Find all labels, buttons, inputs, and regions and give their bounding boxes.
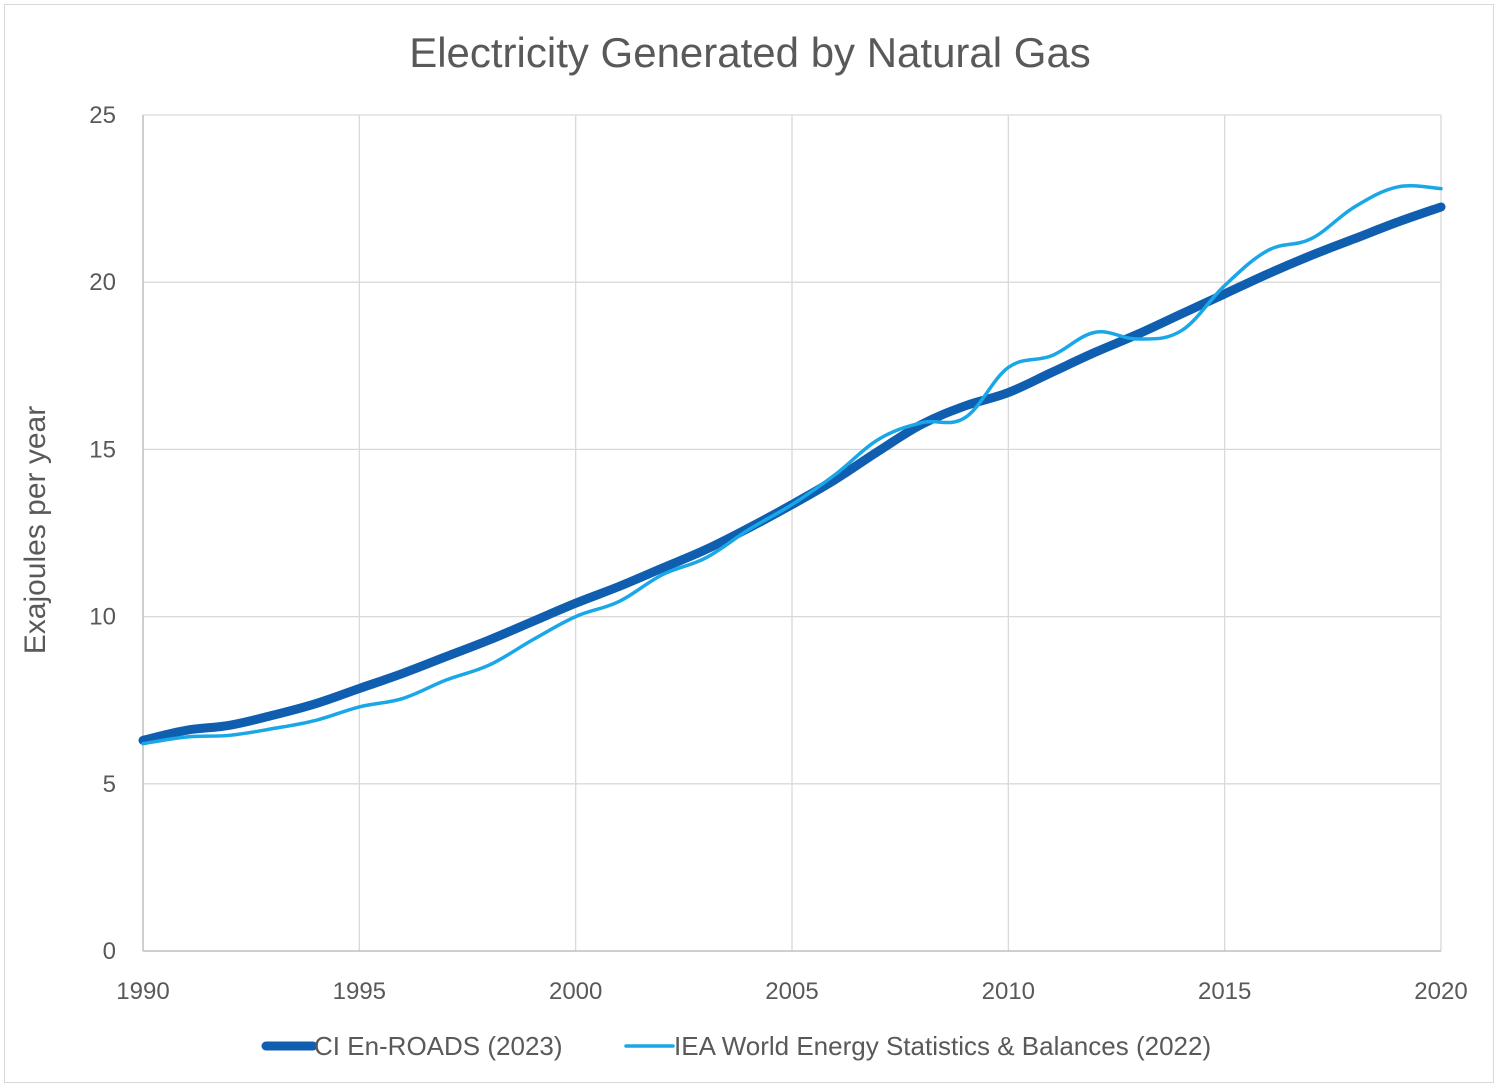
x-tick-label: 2005 — [765, 978, 818, 1005]
y-tick-label: 15 — [89, 436, 116, 463]
chart-frame — [4, 4, 1494, 1083]
chart-title: Electricity Generated by Natural Gas — [409, 29, 1091, 76]
legend-item-iea: IEA World Energy Statistics & Balances (… — [624, 1031, 1211, 1061]
gridlines — [143, 114, 1442, 951]
x-tick-label: 2000 — [549, 978, 602, 1005]
legend-item-en-roads: CI En-ROADS (2023) — [261, 1031, 563, 1061]
y-tick-label: 10 — [89, 604, 116, 631]
x-tick-label: 2015 — [1198, 978, 1251, 1005]
x-tick-label: 2010 — [982, 978, 1035, 1005]
series-line-iea — [141, 183, 1443, 746]
y-tick-label: 25 — [89, 102, 116, 129]
axes — [142, 115, 1441, 952]
y-tick-label: 20 — [89, 269, 116, 296]
y-axis-label: Exajoules per year — [19, 406, 52, 654]
legend-label-en-roads: CI En-ROADS (2023) — [314, 1031, 563, 1061]
x-tick-label: 2020 — [1414, 978, 1467, 1005]
y-tick-label: 0 — [103, 938, 116, 965]
x-tick-label: 1995 — [333, 978, 386, 1005]
y-tick-label: 5 — [103, 771, 116, 798]
legend-label-iea: IEA World Energy Statistics & Balances (… — [674, 1031, 1211, 1061]
x-tick-label: 1990 — [116, 978, 169, 1005]
series-lines — [138, 183, 1446, 746]
tick-labels: 0 5 10 15 20 25 1990 1995 2000 2005 2010 2015 2020 — [89, 102, 1467, 1005]
legend: CI En-ROADS (2023) IEA World Energy Stat… — [261, 1031, 1211, 1061]
